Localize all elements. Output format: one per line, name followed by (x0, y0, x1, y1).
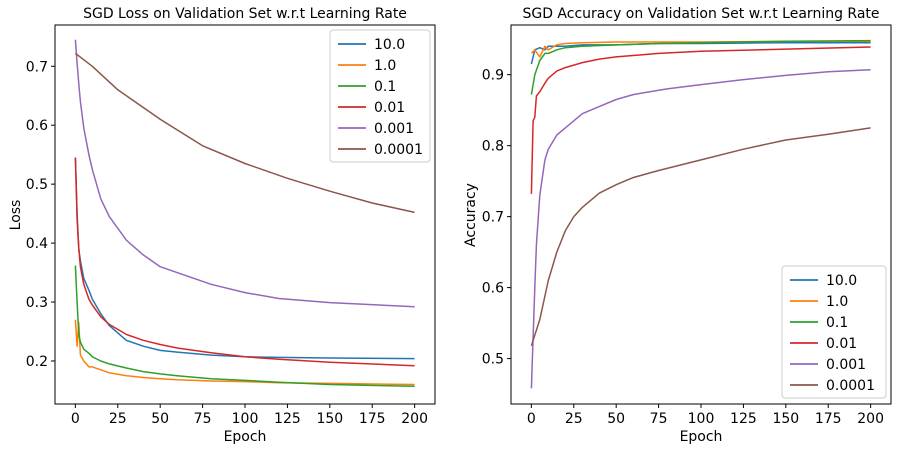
accuracy-y-tick-label: 0.6 (482, 281, 504, 297)
accuracy-y-tick-label: 0.5 (482, 352, 504, 368)
accuracy-x-tick-label: 50 (607, 411, 625, 427)
loss-legend-label: 0.01 (374, 100, 405, 116)
loss-axes-frame (54, 24, 436, 405)
accuracy-x-tick-label: 150 (772, 411, 799, 427)
accuracy-chart-title: SGD Accuracy on Validation Set w.r.t Lea… (522, 6, 879, 22)
loss-chart-panel: SGD Loss on Validation Set w.r.t Learnin… (8, 6, 436, 445)
loss-legend-label: 10.0 (374, 37, 405, 53)
loss-series-line-0.1 (74, 265, 415, 388)
accuracy-x-tick-label: 25 (565, 411, 583, 427)
accuracy-y-tick-label: 0.7 (482, 210, 504, 226)
loss-x-tick-label: 150 (316, 411, 343, 427)
loss-legend-box (329, 29, 431, 163)
loss-axis-ticks: 0 25 50 75 100 125 150 175 200 0.2 0.3 0.4 0.5 0.6 0.7 (26, 59, 428, 427)
loss-x-tick-label: 75 (194, 411, 212, 427)
accuracy-x-tick-label: 175 (815, 411, 842, 427)
accuracy-axes-frame (510, 24, 892, 405)
accuracy-x-tick-label: 100 (688, 411, 715, 427)
loss-y-tick-label: 0.2 (26, 354, 48, 370)
loss-y-tick-label: 0.3 (26, 295, 48, 311)
loss-x-tick-label: 200 (401, 411, 428, 427)
loss-series-line-0.0001 (74, 52, 415, 214)
accuracy-y-axis-label: Accuracy (463, 183, 479, 247)
accuracy-x-tick-label: 200 (857, 411, 884, 427)
loss-y-tick-label: 0.5 (26, 177, 48, 193)
loss-x-tick-label: 175 (359, 411, 386, 427)
accuracy-series-line-0.1 (530, 39, 871, 95)
loss-plot-area (74, 39, 415, 388)
accuracy-axis-ticks: 0 25 50 75 100 125 150 175 200 0.5 0.6 0.7 0.8 0.9 (482, 68, 884, 427)
accuracy-series-line-0.001 (530, 68, 871, 389)
accuracy-legend-label: 0.001 (826, 357, 866, 373)
accuracy-series-line-10.0 (530, 41, 871, 65)
loss-y-tick-label: 0.4 (26, 236, 48, 252)
loss-x-tick-label: 0 (71, 411, 80, 427)
loss-legend-label: 0.1 (374, 79, 396, 95)
accuracy-y-tick-label: 0.8 (482, 139, 504, 155)
accuracy-plot-area (530, 39, 871, 389)
accuracy-legend-box (781, 265, 887, 399)
loss-legend-label: 0.001 (374, 121, 414, 137)
loss-legend: 10.0 1.0 0.1 0.01 0.001 0.0001 (329, 29, 431, 163)
loss-series-line-0.01 (74, 157, 415, 367)
accuracy-legend-label: 0.1 (826, 315, 848, 331)
accuracy-legend-label: 10.0 (826, 273, 857, 289)
accuracy-x-tick-label: 125 (730, 411, 757, 427)
loss-series-line-1.0 (74, 319, 415, 386)
accuracy-chart-panel: SGD Accuracy on Validation Set w.r.t Lea… (463, 6, 892, 445)
accuracy-legend: 10.0 1.0 0.1 0.01 0.001 0.0001 (781, 265, 887, 399)
loss-x-tick-label: 125 (274, 411, 301, 427)
loss-x-tick-label: 25 (109, 411, 127, 427)
accuracy-x-axis-label: Epoch (680, 429, 723, 445)
loss-legend-label: 0.0001 (374, 142, 423, 158)
accuracy-legend-label: 1.0 (826, 294, 848, 310)
loss-x-tick-label: 50 (151, 411, 169, 427)
loss-y-tick-label: 0.7 (26, 59, 48, 75)
loss-x-axis-label: Epoch (224, 429, 267, 445)
loss-y-axis-label: Loss (8, 200, 24, 231)
accuracy-x-tick-label: 75 (650, 411, 668, 427)
accuracy-legend-label: 0.01 (826, 336, 857, 352)
loss-series-line-0.001 (74, 39, 415, 308)
accuracy-series-line-0.0001 (530, 127, 871, 347)
loss-x-tick-label: 100 (232, 411, 259, 427)
loss-y-tick-label: 0.6 (26, 118, 48, 134)
accuracy-y-tick-label: 0.9 (482, 68, 504, 84)
loss-legend-label: 1.0 (374, 58, 396, 74)
accuracy-legend-label: 0.0001 (826, 378, 875, 394)
accuracy-series-line-0.01 (530, 46, 871, 194)
accuracy-x-tick-label: 0 (527, 411, 536, 427)
loss-chart-title: SGD Loss on Validation Set w.r.t Learnin… (83, 6, 407, 22)
